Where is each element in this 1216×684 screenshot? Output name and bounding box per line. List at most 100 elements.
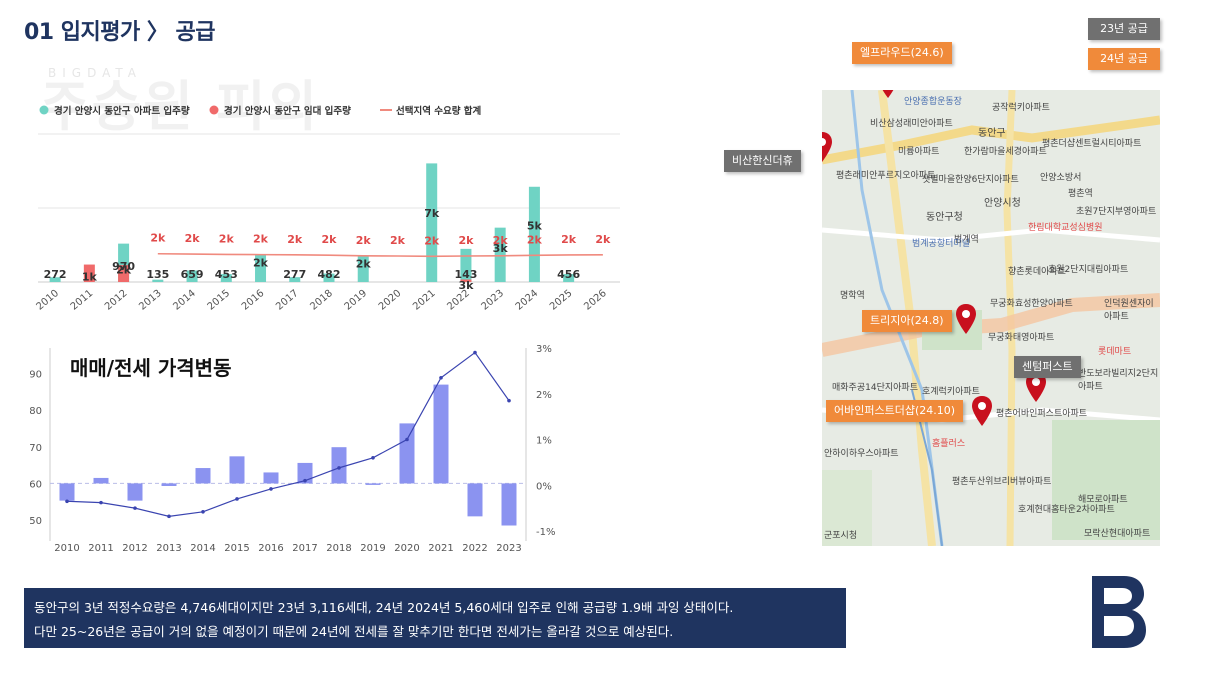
- map-pin-icon[interactable]: [878, 90, 898, 98]
- x-tick-label: 2019: [343, 288, 370, 313]
- demand-data-label: 2k: [390, 234, 406, 247]
- x-tick-label: 2010: [34, 288, 61, 313]
- apt-data-label: 453: [215, 268, 238, 281]
- apt-bar: [289, 277, 301, 282]
- legend-label: 경기 안양시 동안구 아파트 입주량: [54, 105, 190, 117]
- price-change-point: [371, 456, 375, 460]
- apt-data-label: 135: [146, 268, 169, 281]
- x-tick-label: 2010: [54, 543, 79, 554]
- apt-bar: [528, 186, 540, 282]
- price-change-point: [269, 487, 273, 491]
- map-tag-bisan-hanshin[interactable]: 비산한신더휴: [724, 150, 801, 172]
- x-tick-label: 2016: [240, 288, 267, 313]
- summary-box: 동안구의 3년 적정수요량은 4,746세대이지만 23년 3,116세대, 2…: [24, 588, 846, 648]
- map-tag-trizia[interactable]: 트리지아(24.8): [862, 310, 952, 332]
- location-map[interactable]: 안양종합운동장 공작럭키아파트 비산삼성래미안아파트 동안구 평촌더샵센트럴시티…: [822, 90, 1160, 546]
- legend-23-supply: 23년 공급: [1088, 18, 1160, 40]
- apt-bar: [494, 227, 506, 282]
- price-change-point: [405, 437, 409, 442]
- map-label: 초원7단지부영아파트: [1076, 207, 1157, 217]
- map-label: 군포시청: [824, 531, 858, 541]
- map-tag-centum-first[interactable]: 센텀퍼스트: [1014, 356, 1081, 378]
- x-tick-label: 2015: [224, 543, 249, 554]
- watermark: 주승원 피의: [40, 75, 320, 138]
- page-title: 01 입지평가 〉 공급: [24, 20, 216, 45]
- price-bar: [433, 384, 449, 484]
- x-tick-label: 2016: [258, 543, 283, 554]
- map-pin-icon[interactable]: [822, 132, 832, 162]
- price-change-point: [303, 478, 307, 483]
- apt-data-label: 2k: [253, 257, 269, 270]
- demand-line: [157, 252, 603, 258]
- y-left-tick: 90: [30, 370, 42, 381]
- demand-data-label: 2k: [493, 234, 509, 247]
- y-right-tick: -1%: [536, 527, 555, 538]
- price-bar: [195, 468, 211, 484]
- map-tag-elprowd[interactable]: 엘프라우드(24.6): [852, 42, 952, 64]
- apt-bar: [255, 254, 267, 282]
- apt-data-label: 659: [181, 268, 204, 281]
- price-bar: [127, 483, 143, 501]
- map-pin-icon[interactable]: [972, 396, 992, 426]
- summary-line-1: 동안구의 3년 적정수요량은 4,746세대이지만 23년 3,116세대, 2…: [34, 600, 734, 615]
- y-left-tick: 60: [30, 479, 42, 490]
- map-pin-icon[interactable]: [956, 304, 976, 334]
- map-label: 해모로아파트: [1078, 495, 1128, 505]
- apt-bar: [49, 277, 61, 282]
- x-tick-label: 2021: [428, 543, 453, 554]
- demand-data-label: 2k: [527, 233, 543, 246]
- demand-data-label: 2k: [424, 234, 440, 247]
- price-bar: [365, 483, 381, 485]
- map-label: 미륭아파트: [898, 147, 940, 157]
- apt-bar: [152, 279, 164, 282]
- price-change-point: [201, 509, 205, 514]
- map-label: 비산삼성래미안아파트: [870, 119, 953, 129]
- map-label: 동안구청: [926, 212, 963, 223]
- watermark-subtext: BIGDATA: [48, 66, 142, 80]
- map-label: 홈플러스: [932, 439, 966, 449]
- price-change-point: [507, 398, 511, 403]
- apt-bar: [460, 248, 472, 282]
- apt-bar: [426, 163, 438, 282]
- price-change-point: [337, 466, 341, 470]
- map-label: 모락산현대아파트: [1084, 529, 1151, 539]
- x-tick-label: 2013: [156, 543, 181, 554]
- y-right-tick: 1%: [536, 436, 552, 447]
- map-label: 평촌더샵센트럴시티아파트: [1042, 139, 1142, 149]
- map-label: 한림대학교성심병원: [1028, 223, 1103, 233]
- y-right-tick: 2%: [536, 390, 552, 401]
- demand-data-label: 2k: [219, 232, 235, 245]
- x-tick-label: 2024: [514, 288, 541, 313]
- x-tick-label: 2021: [411, 288, 438, 313]
- x-tick-label: 2011: [88, 543, 113, 554]
- map-tag-irvine-first[interactable]: 어바인퍼스트더샵(24.10): [826, 400, 964, 422]
- x-tick-label: 2023: [480, 288, 507, 313]
- x-tick-label: 2013: [137, 288, 164, 313]
- price-change-point: [99, 500, 103, 505]
- price-change-point: [235, 497, 239, 501]
- rent-data-label: 970: [112, 260, 135, 273]
- y-right-tick: 3%: [536, 344, 552, 355]
- apt-data-label: 3k: [458, 279, 474, 292]
- price-change-point: [133, 506, 137, 510]
- y-left-tick: 50: [30, 516, 42, 527]
- price-change-point: [65, 499, 69, 504]
- price-change-point: [167, 514, 171, 519]
- x-tick-label: 2017: [274, 288, 301, 313]
- apt-bar: [357, 255, 369, 282]
- apt-data-label: 456: [557, 268, 580, 281]
- apt-bar: [118, 243, 130, 282]
- map-label: 동안구: [978, 128, 1006, 139]
- price-bar: [297, 462, 313, 484]
- brand-logo: [1092, 576, 1146, 648]
- apt-data-label: 3k: [493, 242, 509, 255]
- apt-data-label: 2k: [116, 264, 132, 277]
- map-pin-icon[interactable]: [1026, 372, 1046, 402]
- legend-marker: [39, 105, 49, 115]
- price-bar: [331, 447, 347, 484]
- apt-bar: [186, 270, 198, 282]
- x-tick-label: 2012: [103, 288, 130, 313]
- price-bar: [467, 483, 483, 517]
- map-label: 안하이하우스아파트: [824, 449, 899, 459]
- apt-data-label: 482: [318, 268, 341, 281]
